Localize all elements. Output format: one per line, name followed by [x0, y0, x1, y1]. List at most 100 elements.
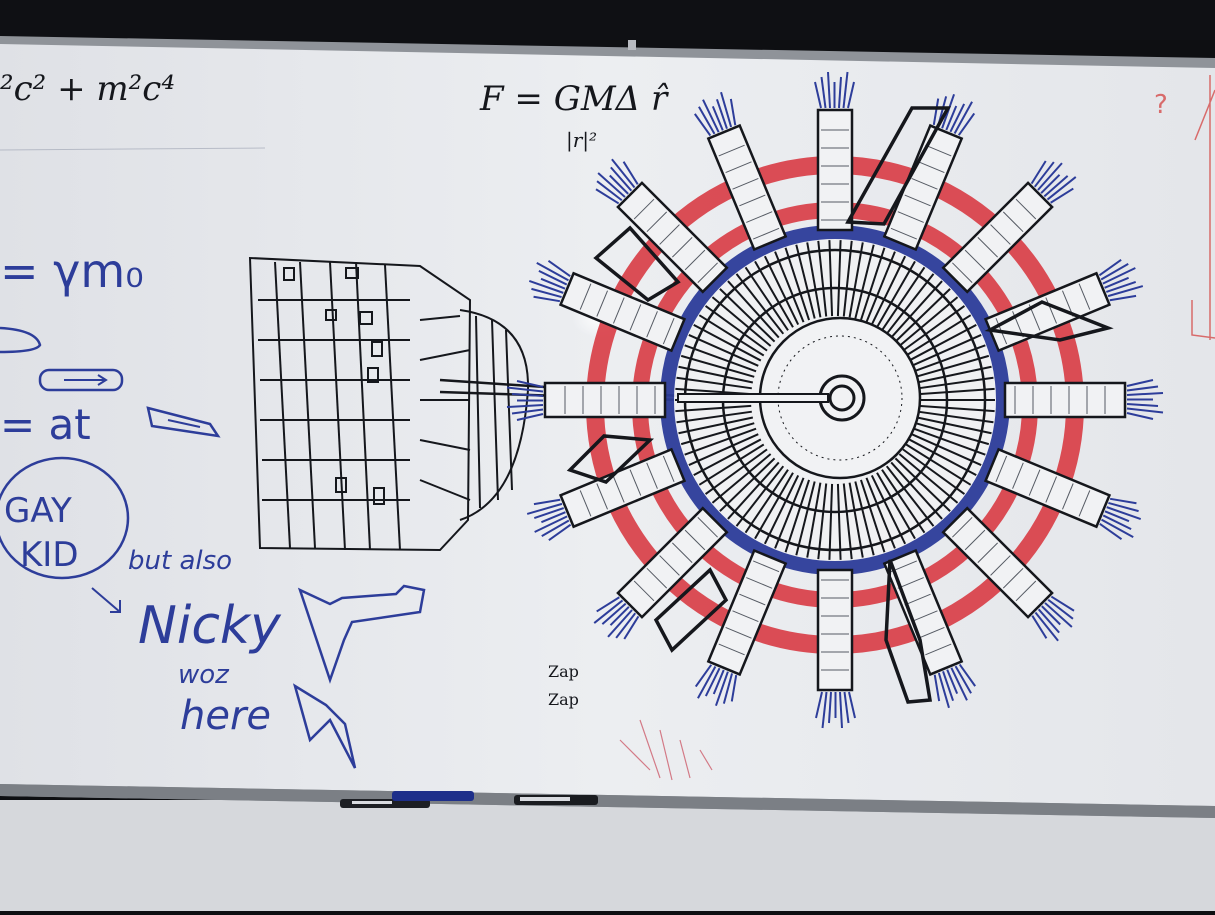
hatch-line: [915, 422, 990, 446]
force-equation: F = GMΔ r̂: [480, 79, 668, 119]
hatch-line: [704, 448, 768, 495]
hatch-line: [870, 475, 907, 545]
dark-background: [0, 0, 1215, 40]
station-spoke: [593, 506, 729, 640]
hatch-line: [763, 255, 800, 325]
here-text: here: [180, 693, 272, 739]
station-spoke: [528, 259, 687, 353]
hatch-line: [828, 240, 834, 317]
hatch-line: [719, 288, 776, 343]
question-mark: ?: [1154, 90, 1168, 120]
station-spoke: [983, 259, 1144, 353]
circled-label-line1: GAY: [4, 491, 72, 531]
hatch-line: [865, 251, 896, 323]
hatch-line: [885, 273, 935, 335]
hatch-line: [918, 410, 994, 424]
zap-text-1: Zap: [548, 662, 579, 681]
hatch-line: [902, 305, 966, 352]
station-spoke: [694, 91, 788, 252]
hatch-line: [676, 410, 752, 424]
hatch-line: [727, 461, 780, 520]
hatch-line: [881, 266, 926, 331]
hatch-line: [711, 296, 772, 347]
zap-text-2: Zap: [548, 690, 579, 709]
hatch-line: [865, 477, 896, 549]
hatch-line: [905, 314, 972, 357]
hatch-line: [688, 433, 759, 466]
hatch-line: [911, 334, 982, 367]
station-spoke: [983, 447, 1142, 541]
doodle-circle: [0, 456, 130, 580]
force-denominator: |r|²: [566, 128, 598, 152]
station-spoke: [595, 158, 729, 294]
hatch-line: [885, 465, 935, 527]
hatch-line: [698, 314, 765, 357]
hatch-line: [676, 376, 752, 390]
hatch-line: [916, 365, 992, 384]
nicky-text: Nicky: [138, 596, 281, 656]
hatch-line: [881, 469, 926, 534]
hatch-line: [890, 461, 943, 520]
hatch-line: [684, 427, 757, 456]
hatch-line: [836, 240, 842, 317]
hatch-line: [918, 387, 995, 396]
hatch-line: [688, 334, 759, 367]
energy-equation: ²c² + m²c⁴: [0, 69, 175, 109]
hatch-line: [913, 427, 986, 456]
hatch-line: [763, 475, 800, 545]
circled-label-line2: KID: [20, 535, 79, 575]
hatch-line: [848, 482, 864, 558]
hatch-line: [754, 472, 794, 540]
hatch-line: [680, 354, 755, 378]
hatch-line: [854, 244, 875, 319]
hatch-line: [894, 457, 951, 512]
hatch-line: [916, 416, 992, 435]
hatch-line: [754, 260, 794, 328]
hatch-line: [876, 472, 916, 540]
gamma-mass-equation: = γm₀: [0, 244, 144, 298]
hatch-line: [784, 479, 810, 553]
hatch-line: [744, 266, 789, 331]
hatch-line: [890, 280, 943, 339]
hatch-line: [698, 443, 765, 486]
wall: [0, 800, 1215, 911]
marker-tray: [0, 784, 1215, 818]
station-spoke: [941, 506, 1075, 642]
station-spoke: [941, 160, 1077, 294]
hatch-line: [693, 438, 762, 476]
space-station-drawing: [506, 71, 1164, 729]
station-spoke: [506, 380, 667, 421]
station-spoke: [1003, 379, 1164, 420]
hatch-line: [836, 483, 842, 560]
marker-icon: [340, 791, 598, 808]
hatch-line: [704, 305, 768, 352]
hatch-line: [902, 448, 966, 495]
hatch-line: [876, 260, 916, 328]
hatch-line: [854, 481, 875, 556]
hatch-line: [774, 251, 805, 323]
rocket-arrow-icon: [38, 368, 221, 438]
hatch-line: [744, 469, 789, 534]
hatch-line: [898, 296, 959, 347]
hatch-line: [905, 443, 972, 486]
hatch-line: [817, 483, 828, 560]
hatch-line: [806, 482, 822, 558]
hatch-line: [908, 438, 977, 476]
hatch-line: [828, 483, 834, 560]
hatch-line: [870, 255, 907, 325]
hatch-line: [806, 242, 822, 318]
hatch-line: [693, 324, 762, 362]
hatch-line: [711, 453, 772, 504]
accel-equation: = at: [0, 400, 91, 449]
hatch-line: [860, 479, 886, 553]
hatch-line: [727, 280, 780, 339]
hatch-line: [795, 244, 816, 319]
hatch-line: [842, 483, 853, 560]
hatch-line: [848, 242, 864, 318]
hatch-line: [918, 404, 995, 413]
hatch-line: [908, 324, 977, 362]
hatch-line: [860, 247, 886, 321]
but-also-text: but also: [128, 546, 233, 576]
